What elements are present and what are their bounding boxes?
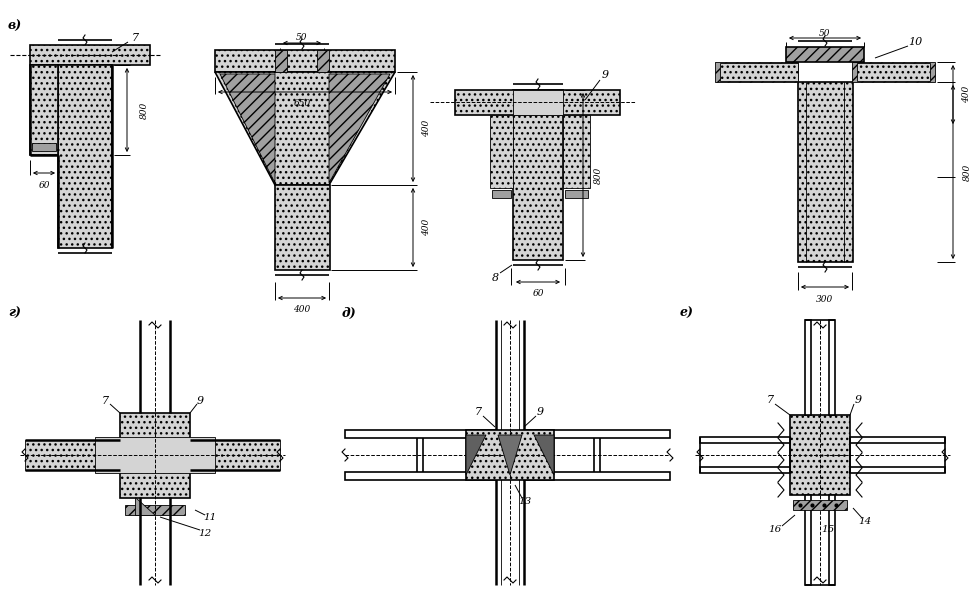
Bar	[275, 50, 287, 72]
Text: 60: 60	[38, 181, 50, 190]
Text: 9: 9	[602, 70, 608, 80]
Bar	[790, 415, 850, 495]
Bar	[720, 63, 798, 81]
Bar	[190, 440, 280, 470]
Bar	[492, 190, 511, 198]
Bar	[490, 115, 513, 188]
Bar	[345, 472, 496, 480]
Text: 60: 60	[533, 288, 543, 298]
Bar	[786, 47, 864, 62]
Bar	[513, 90, 563, 260]
Bar	[524, 430, 670, 438]
Bar	[25, 440, 120, 470]
Text: 300: 300	[816, 295, 834, 304]
Bar	[58, 65, 112, 248]
Text: 7: 7	[131, 33, 139, 43]
Text: 9: 9	[537, 407, 543, 417]
Bar	[120, 413, 190, 498]
Bar	[524, 472, 670, 480]
Bar	[275, 185, 330, 270]
Text: 16: 16	[769, 525, 781, 534]
Text: 800: 800	[594, 167, 603, 184]
Bar	[715, 62, 798, 82]
Bar	[32, 143, 56, 151]
Polygon shape	[329, 74, 390, 183]
Bar	[513, 90, 563, 115]
Text: 9: 9	[196, 396, 203, 406]
Text: 800: 800	[140, 101, 149, 119]
Text: 10: 10	[908, 37, 922, 47]
Text: 400: 400	[423, 119, 432, 136]
Text: 8: 8	[492, 273, 499, 283]
Polygon shape	[220, 74, 275, 183]
Text: 7: 7	[767, 395, 774, 405]
Bar	[30, 45, 150, 65]
Polygon shape	[466, 435, 486, 475]
Bar	[852, 62, 935, 82]
Bar	[805, 495, 811, 585]
Bar	[466, 430, 554, 480]
Bar	[215, 50, 395, 72]
Polygon shape	[215, 72, 395, 185]
Text: 50: 50	[819, 28, 831, 38]
Text: 50: 50	[296, 33, 308, 42]
Bar	[455, 90, 620, 115]
Text: в): в)	[8, 20, 22, 33]
Text: 12: 12	[198, 528, 212, 538]
Bar	[700, 467, 790, 473]
Bar	[798, 82, 853, 262]
Bar	[857, 63, 930, 81]
Text: 9: 9	[854, 395, 861, 405]
Polygon shape	[498, 435, 522, 475]
Text: 13: 13	[518, 498, 532, 507]
Polygon shape	[135, 497, 155, 515]
Bar	[805, 320, 811, 415]
Text: 800: 800	[962, 164, 971, 181]
Bar	[829, 495, 835, 585]
Text: 400: 400	[294, 305, 311, 315]
Polygon shape	[534, 435, 554, 475]
Text: 400: 400	[962, 85, 971, 102]
Bar	[95, 437, 215, 473]
Bar	[850, 467, 945, 473]
Bar	[125, 505, 185, 515]
Bar	[850, 437, 945, 443]
Bar	[30, 65, 58, 155]
Bar	[700, 437, 790, 443]
Text: 15: 15	[821, 525, 835, 534]
Bar	[793, 500, 847, 510]
Text: е): е)	[680, 307, 694, 320]
Bar	[565, 190, 588, 198]
Bar	[563, 115, 590, 188]
Text: 400: 400	[423, 218, 432, 236]
Bar	[317, 50, 329, 72]
Text: 7: 7	[101, 396, 109, 406]
Text: 11: 11	[203, 513, 217, 522]
Text: 650: 650	[294, 99, 311, 108]
Bar	[829, 320, 835, 415]
Text: 14: 14	[858, 518, 872, 527]
Bar	[345, 430, 496, 438]
Text: д): д)	[342, 307, 357, 320]
Text: г): г)	[8, 307, 20, 320]
Text: 7: 7	[474, 407, 481, 417]
